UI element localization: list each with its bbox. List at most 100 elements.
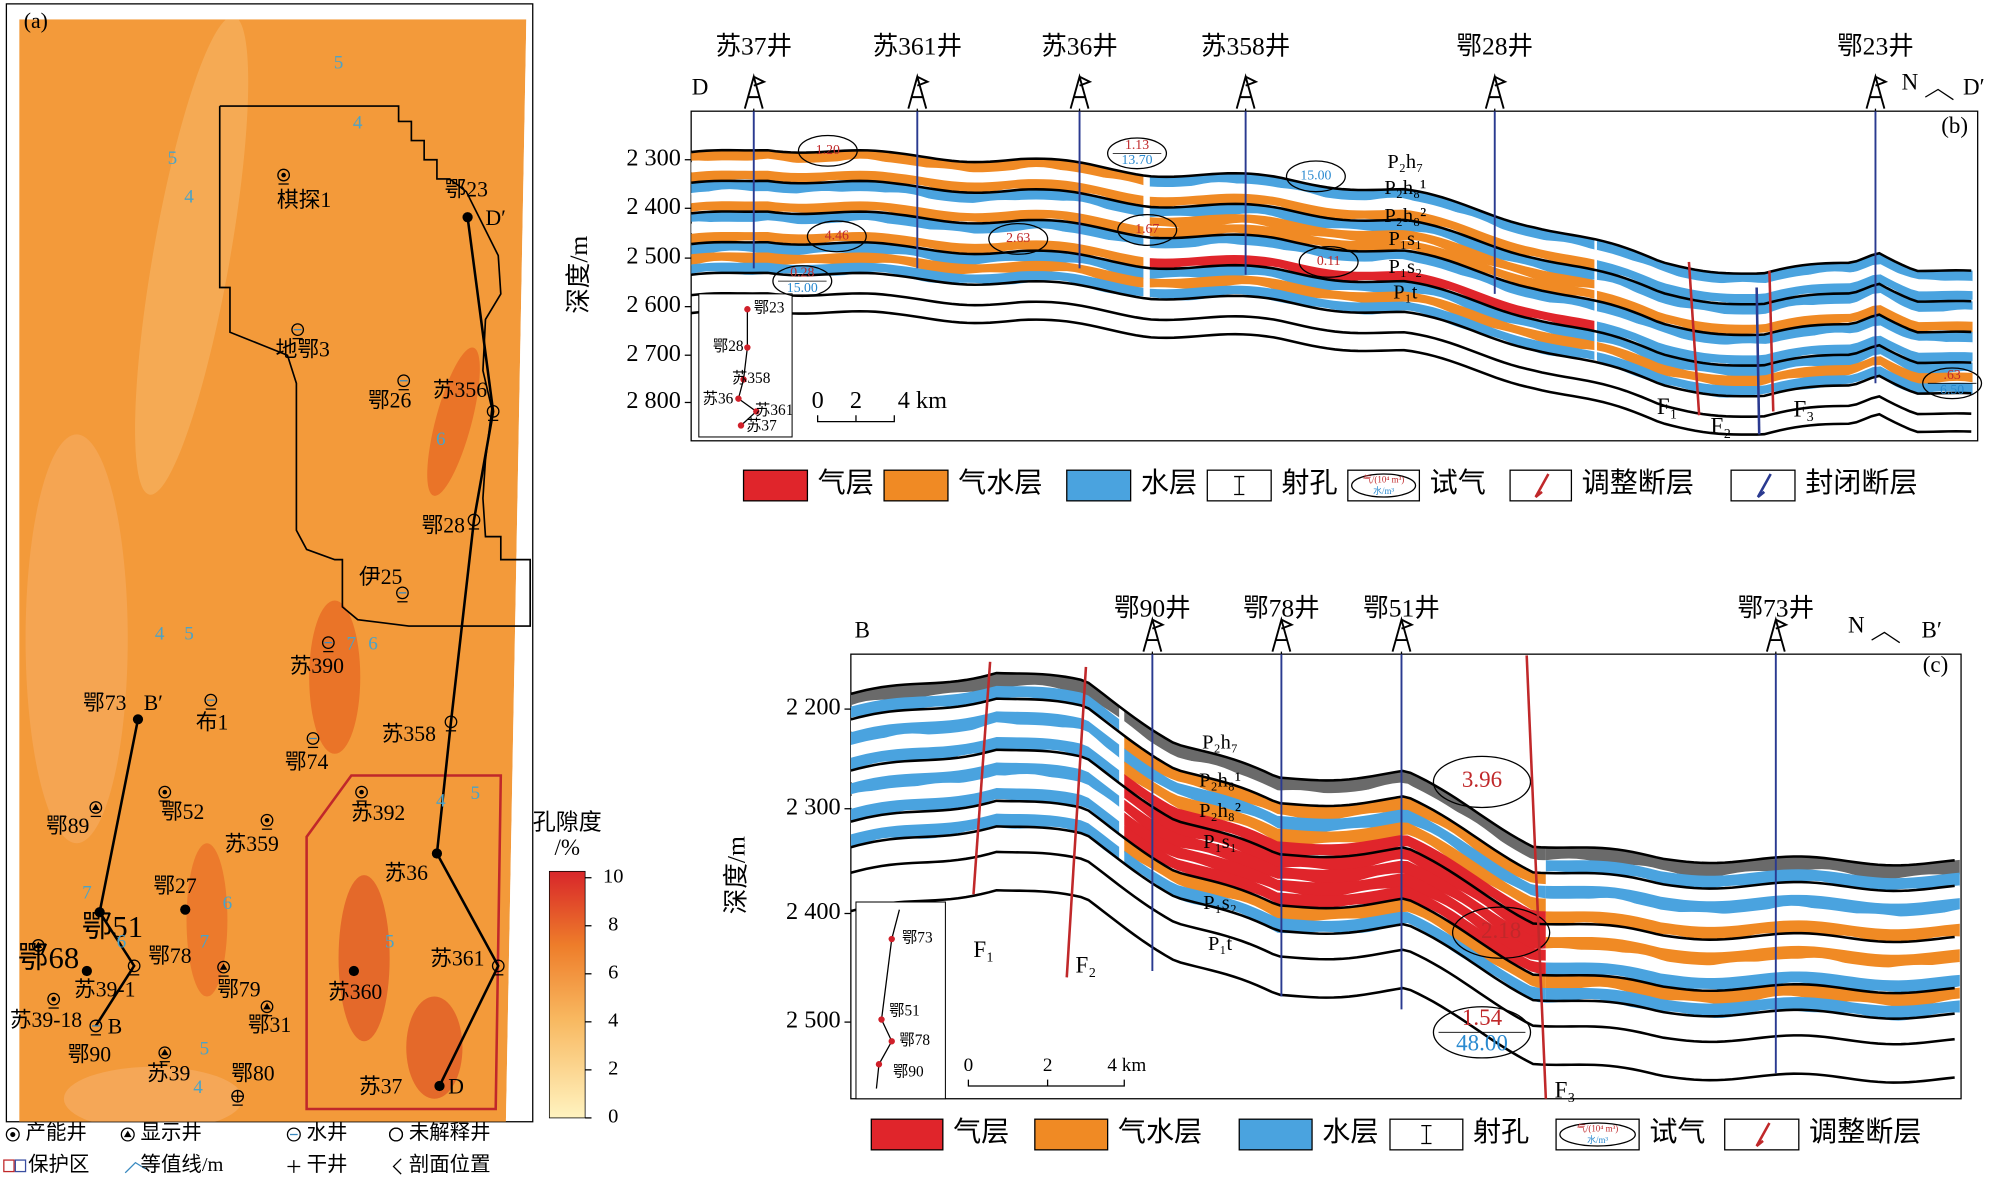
- derrick: [1142, 616, 1165, 652]
- legend-icon: [1559, 1122, 1636, 1147]
- well-name: 苏358井: [1201, 31, 1290, 60]
- well-label: 鄂74: [285, 750, 329, 774]
- test-gas-marker: [1432, 1006, 1532, 1059]
- well-symbol: [81, 965, 92, 977]
- well-label: 鄂79: [217, 977, 260, 1001]
- well-symbol: [277, 168, 291, 182]
- test-gas-marker: [988, 222, 1049, 255]
- legend-icon: [123, 1130, 132, 1138]
- colorbar-tick-label: 2: [608, 1058, 618, 1080]
- well-symbol: [281, 172, 286, 178]
- stratum: [1545, 962, 1960, 994]
- well-label: 苏36: [385, 861, 429, 885]
- well-label: 苏359: [225, 832, 279, 856]
- inset-well: [878, 1016, 885, 1023]
- scale-label: 0: [964, 1055, 974, 1076]
- scale-label: 2: [1043, 1055, 1053, 1076]
- legend-icon: [1347, 469, 1421, 502]
- legend-icon: [1756, 473, 1772, 499]
- fault-label: F₁: [973, 937, 994, 962]
- test-gas: 3.96: [1462, 767, 1502, 792]
- legend-label: 封闭断层: [1805, 467, 1917, 499]
- test-gas: 2.18: [1481, 918, 1521, 943]
- inset-well: [888, 1038, 895, 1045]
- colorbar-tick-label: 0: [608, 1106, 618, 1128]
- inset-c: [855, 901, 946, 1100]
- well-label: B′: [144, 691, 163, 715]
- stratum: [691, 170, 1144, 209]
- well-label: 鄂80: [231, 1062, 275, 1086]
- stratum: [1596, 301, 1973, 346]
- horizon: [691, 309, 1972, 436]
- stratum: [1545, 860, 1960, 892]
- scale-label: 4 km: [898, 387, 947, 414]
- legend-icon: [3, 1159, 15, 1173]
- stratum: [1545, 873, 1960, 904]
- scale-label: 0: [812, 387, 824, 414]
- test-water: 15.00: [787, 280, 818, 295]
- well-label: 鄂78: [148, 944, 192, 968]
- well-symbol: [431, 848, 443, 859]
- well-label: 苏392: [351, 801, 405, 825]
- test-gas-marker: [1117, 214, 1178, 246]
- legend-icon: [5, 1127, 20, 1142]
- legend-icon: [392, 1158, 402, 1175]
- horizon: [850, 888, 1955, 1084]
- stratum: [850, 724, 1120, 772]
- contour-label: 6: [368, 634, 378, 655]
- well-label: 鄂51: [82, 910, 143, 944]
- layer-label: P₁s₁: [1203, 831, 1237, 853]
- derrick: [1484, 73, 1508, 109]
- well-symbol: [359, 789, 364, 795]
- well-name: 苏36井: [1041, 31, 1118, 60]
- contour-label: 6: [117, 931, 127, 952]
- well-symbol: [158, 1046, 172, 1060]
- legend-icon: [287, 1160, 301, 1173]
- legend-label: 射孔: [1281, 467, 1337, 499]
- legend-icon: [10, 1131, 16, 1138]
- well-symbol: [291, 323, 305, 337]
- legend-label: 产能井: [26, 1121, 87, 1144]
- well-label: 鄂26: [368, 388, 412, 412]
- contour-label: 5: [470, 783, 480, 804]
- test-water: 48.00: [1456, 1030, 1508, 1055]
- well-symbol: [355, 785, 368, 799]
- contour-label: 5: [200, 1039, 210, 1060]
- well-symbol: [89, 1019, 103, 1033]
- horizon: [850, 825, 1955, 1020]
- stratum: [1124, 748, 1546, 899]
- well-label: 鄂23: [445, 178, 488, 202]
- test-water: 6.50: [1940, 382, 1964, 397]
- stratum: [1149, 193, 1595, 272]
- inset-label: 苏36: [703, 390, 734, 407]
- stratum: [850, 762, 1120, 807]
- stratum: [1124, 710, 1546, 861]
- legend-label: 试气: [1649, 1116, 1705, 1148]
- stratum: [1545, 885, 1960, 918]
- legend-icon: [120, 1127, 135, 1142]
- test-gas: .63: [1944, 367, 1961, 382]
- axis-title: 深度/m: [564, 236, 593, 314]
- stratum: [1545, 847, 1960, 880]
- legend-icon: [1238, 1118, 1313, 1151]
- legend-label: 气水层: [1118, 1116, 1202, 1148]
- well-symbol: [486, 405, 500, 418]
- fault-label: F₂: [1710, 413, 1731, 438]
- well-symbol: [158, 785, 172, 799]
- stratum: [691, 252, 1144, 288]
- panel-label: (b): [1941, 113, 1968, 138]
- well-symbol: [91, 803, 100, 811]
- contour-label: 5: [385, 931, 395, 952]
- stratum: [1596, 352, 1973, 398]
- derrick: [907, 73, 930, 109]
- colorbar-tick-label: 6: [608, 961, 618, 983]
- test-gas-marker: [797, 134, 858, 167]
- contour-label: 6: [223, 893, 233, 914]
- layer-label: P₁s₂: [1203, 892, 1237, 914]
- scale-bar-c: [967, 1079, 1125, 1087]
- inset-label: 鄂51: [889, 1002, 920, 1019]
- section-end: D: [692, 75, 709, 100]
- derrick: [743, 73, 767, 109]
- horizon: [850, 697, 1955, 893]
